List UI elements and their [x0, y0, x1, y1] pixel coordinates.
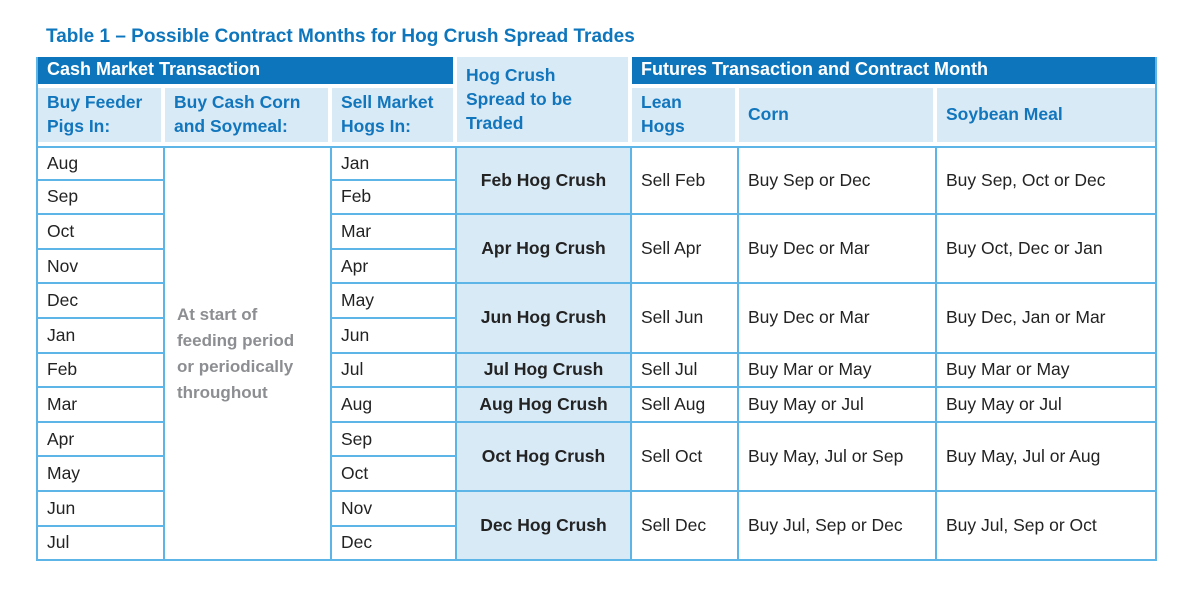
hog-crush-cell: Dec Hog Crush [457, 491, 632, 562]
market-month-cell: Mar [332, 215, 457, 250]
corn-cell: Buy Sep or Dec [739, 146, 937, 216]
table-row: Jun Nov Dec Hog Crush Sell Dec Buy Jul, Sep … [38, 491, 1156, 562]
table-row: Jan Jun [38, 318, 1155, 354]
soybean-meal-cell: Buy Dec, Jan or Mar [937, 284, 1156, 354]
table-row: May Oct [38, 457, 1155, 492]
lean-hogs-cell: Sell Aug [632, 388, 739, 423]
hog-crush-cell: Apr Hog Crush [457, 215, 632, 285]
market-month-cell: Nov [332, 491, 457, 527]
hog-crush-cell: Aug Hog Crush [457, 388, 632, 423]
header-futures-transaction: Futures Transaction and Contract Month [632, 57, 1156, 88]
feeder-month-cell: Jun [38, 491, 165, 527]
market-month-cell: Jun [332, 318, 457, 354]
corn-cell: Buy Dec or Mar [739, 284, 937, 354]
soybean-meal-cell: Buy Jul, Sep or Oct [937, 491, 1156, 562]
soybean-meal-cell: Buy May or Jul [937, 388, 1156, 423]
corn-cell: Buy May or Jul [739, 388, 937, 423]
market-month-cell: Apr [332, 249, 457, 285]
corn-cell: Buy Dec or Mar [739, 215, 937, 285]
hog-crush-cell: Feb Hog Crush [457, 146, 632, 216]
header-group-row: Cash Market Transaction Hog Crush Spread… [38, 57, 1156, 146]
table-header: Cash Market Transaction Hog Crush Spread… [38, 57, 1156, 146]
table-row: Oct Mar Apr Hog Crush Sell Apr Buy Dec or Ma… [38, 215, 1156, 285]
table-body: Aug At start of feeding period or periodi… [38, 146, 1156, 562]
header-lean-hogs: Lean Hogs [632, 88, 739, 146]
lean-hogs-cell: Sell Oct [632, 422, 739, 492]
market-month-cell: Jan [332, 146, 457, 181]
header-sub-row: Buy Feeder Pigs In: Buy Cash Corn and So… [38, 88, 1156, 146]
lean-hogs-cell: Sell Dec [632, 491, 739, 562]
table-row: Mar Aug Aug Hog Crush Sell Aug Buy May or Ju… [38, 388, 1156, 423]
table-row: Sep Feb [38, 180, 1155, 216]
market-month-cell: Jul [332, 353, 457, 389]
hog-crush-cell: Oct Hog Crush [457, 422, 632, 492]
hog-crush-cell: Jun Hog Crush [457, 284, 632, 354]
soybean-meal-cell: Buy Sep, Oct or Dec [937, 146, 1156, 216]
feeder-month-cell: Jan [38, 318, 165, 354]
table-row: Apr Sep Oct Hog Crush Sell Oct Buy May, Jul … [38, 422, 1156, 492]
table-row: Aug At start of feeding period or periodi… [38, 146, 1156, 562]
market-month-cell: Sep [332, 422, 457, 458]
header-corn: Corn [739, 88, 937, 146]
hog-crush-cell: Jul Hog Crush [457, 353, 632, 389]
header-buy-feeder-pigs: Buy Feeder Pigs In: [38, 88, 165, 146]
header-hog-crush-spread: Hog Crush Spread to be Traded [457, 57, 632, 146]
feeder-month-cell: May [38, 457, 165, 492]
feeder-month-cell: Feb [38, 353, 165, 389]
feeder-month-cell: Apr [38, 422, 165, 458]
corn-cell: Buy Mar or May [739, 353, 937, 389]
lean-hogs-cell: Sell Jul [632, 353, 739, 389]
document-page: Table 1 – Possible Contract Months for H… [36, 26, 1158, 562]
table-row: Dec May Jun Hog Crush Sell Jun Buy Dec or Ma… [38, 284, 1156, 354]
feeder-month-cell: Oct [38, 215, 165, 250]
market-month-cell: Oct [332, 457, 457, 492]
header-cash-market-transaction: Cash Market Transaction [38, 57, 457, 88]
soybean-meal-cell: Buy Mar or May [937, 353, 1156, 389]
feeding-note-cell: At start of feeding period or periodical… [165, 146, 332, 562]
lean-hogs-cell: Sell Apr [632, 215, 739, 285]
table-row: Nov Apr [38, 249, 1155, 285]
feeder-month-cell: Sep [38, 180, 165, 216]
corn-cell: Buy Jul, Sep or Dec [739, 491, 937, 562]
corn-cell: Buy May, Jul or Sep [739, 422, 937, 492]
hog-crush-contract-months-table: Cash Market Transaction Hog Crush Spread… [36, 57, 1158, 562]
table-row: Feb Jul Jul Hog Crush Sell Jul Buy Mar or Ma… [38, 353, 1156, 389]
feeder-month-cell: Nov [38, 249, 165, 285]
soybean-meal-cell: Buy Oct, Dec or Jan [937, 215, 1156, 285]
lean-hogs-cell: Sell Feb [632, 146, 739, 216]
market-month-cell: Dec [332, 526, 457, 562]
market-month-cell: May [332, 284, 457, 319]
header-buy-cash-corn: Buy Cash Corn and Soymeal: [165, 88, 332, 146]
header-soybean-meal: Soybean Meal [937, 88, 1156, 146]
table-row: Jul Dec [38, 526, 1155, 562]
market-month-cell: Aug [332, 388, 457, 423]
table-title: Table 1 – Possible Contract Months for H… [46, 26, 635, 47]
feeder-month-cell: Jul [38, 526, 165, 562]
soybean-meal-cell: Buy May, Jul or Aug [937, 422, 1156, 492]
market-month-cell: Feb [332, 180, 457, 216]
feeder-month-cell: Dec [38, 284, 165, 319]
feeder-month-cell: Aug [38, 146, 165, 181]
header-sell-market-hogs: Sell Market Hogs In: [332, 88, 457, 146]
lean-hogs-cell: Sell Jun [632, 284, 739, 354]
feeder-month-cell: Mar [38, 388, 165, 423]
